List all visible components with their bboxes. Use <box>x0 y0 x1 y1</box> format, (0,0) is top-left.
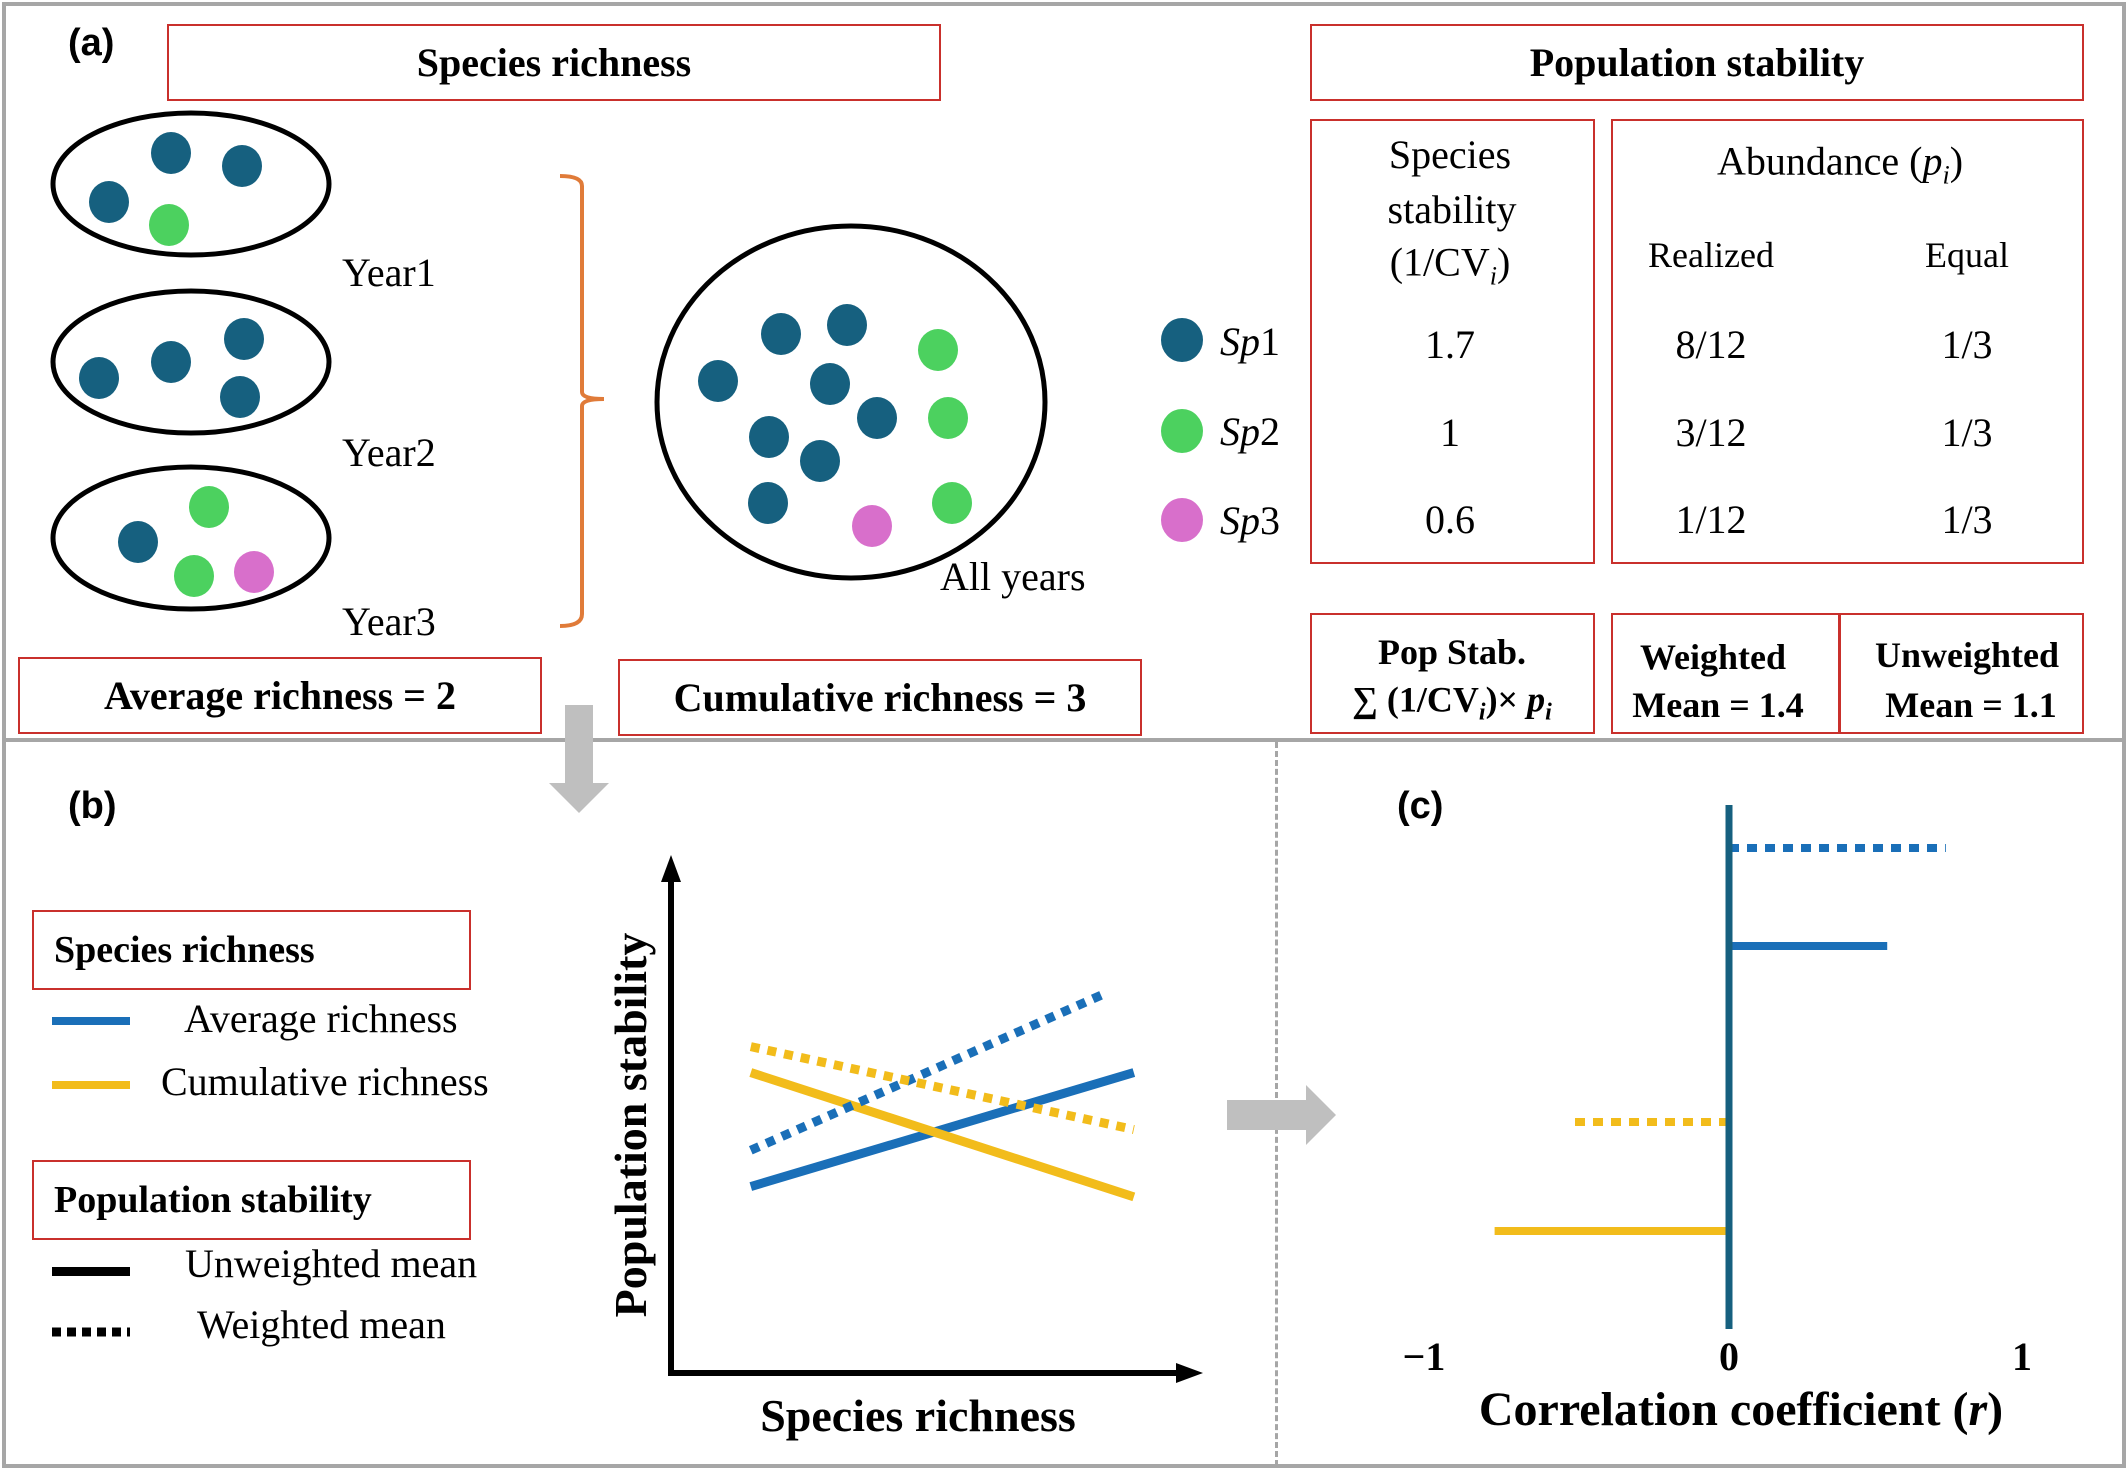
legend-unweighted-label: Unweighted mean <box>185 1241 478 1286</box>
legend-richness-title-box: Species richness <box>32 910 471 990</box>
species-richness-title-box: Species richness <box>167 24 941 101</box>
unweighted-mean-value: Mean = 1.1 <box>1885 685 2057 725</box>
realized-value-sp1: 8/12 <box>1675 322 1747 367</box>
legend-weighted-swatch <box>52 1327 130 1337</box>
abundance-box <box>1611 119 2084 564</box>
stability-value-sp3: 0.6 <box>1425 497 1475 542</box>
mean-values-divider <box>1838 614 1841 733</box>
legend-average-swatch <box>52 1017 130 1025</box>
weighted-mean-value: Mean = 1.4 <box>1632 685 1804 725</box>
average-richness-box: Average richness = 2 <box>18 657 542 734</box>
abundance-header: Abundance (pi) <box>1716 138 1964 190</box>
legend-unweighted-swatch <box>52 1267 130 1276</box>
legend-stability-title-box: Population stability <box>32 1160 471 1240</box>
panel-b-label: (b) <box>68 785 117 827</box>
legend-stability-title: Population stability <box>54 1179 372 1221</box>
vertical-dashed-divider <box>1275 742 1278 1466</box>
realized-value-sp3: 1/12 <box>1675 497 1747 542</box>
legend-richness-title: Species richness <box>54 929 315 971</box>
legend-cumulative-label: Cumulative richness <box>161 1059 489 1104</box>
species-stability-box <box>1310 119 1595 564</box>
legend-average-label: Average richness <box>184 996 458 1041</box>
legend-sp2-label: Sp2 <box>1220 409 1280 454</box>
species-stability-header-2: stability <box>1387 187 1517 232</box>
equal-value-sp3: 1/3 <box>1941 497 1993 542</box>
year3-label: Year3 <box>342 599 436 644</box>
mean-values-box <box>1611 613 2084 734</box>
legend-sp1-label: Sp1 <box>1220 319 1280 364</box>
equal-value-sp2: 1/3 <box>1941 410 1993 455</box>
realized-value-sp2: 3/12 <box>1675 410 1747 455</box>
average-richness-value: Average richness = 2 <box>104 673 456 718</box>
stability-value-sp2: 1 <box>1440 410 1460 455</box>
population-stability-title: Population stability <box>1529 40 1865 85</box>
year2-label: Year2 <box>342 430 436 475</box>
species-stability-header-3: (1/CVi) <box>1389 239 1511 291</box>
year1-label: Year1 <box>342 250 436 295</box>
pop-stab-label: Pop Stab. <box>1377 632 1527 672</box>
pop-stab-formula: ∑ (1/CVi)× pi <box>1352 679 1552 726</box>
horizontal-divider <box>4 738 2124 742</box>
legend-cumulative-swatch <box>52 1081 130 1089</box>
unweighted-label: Unweighted <box>1874 635 2060 675</box>
panel-c-label: (c) <box>1397 785 1444 827</box>
realized-header: Realized <box>1648 235 1774 275</box>
species-stability-header-1: Species <box>1388 132 1512 177</box>
weighted-label: Weighted <box>1639 637 1787 677</box>
population-stability-title-box: Population stability <box>1310 24 2084 101</box>
cumulative-richness-value: Cumulative richness = 3 <box>673 675 1087 720</box>
legend-weighted-label: Weighted mean <box>197 1302 446 1347</box>
equal-header: Equal <box>1925 235 2009 275</box>
cumulative-richness-box: Cumulative richness = 3 <box>618 659 1142 736</box>
equal-value-sp1: 1/3 <box>1941 322 1993 367</box>
pop-stab-formula-box <box>1310 613 1595 734</box>
panel-a-label: (a) <box>68 22 115 64</box>
stability-value-sp1: 1.7 <box>1425 322 1475 367</box>
species-richness-title: Species richness <box>416 40 692 85</box>
all-years-label: All years <box>940 554 1086 599</box>
legend-sp3-label: Sp3 <box>1220 498 1280 543</box>
